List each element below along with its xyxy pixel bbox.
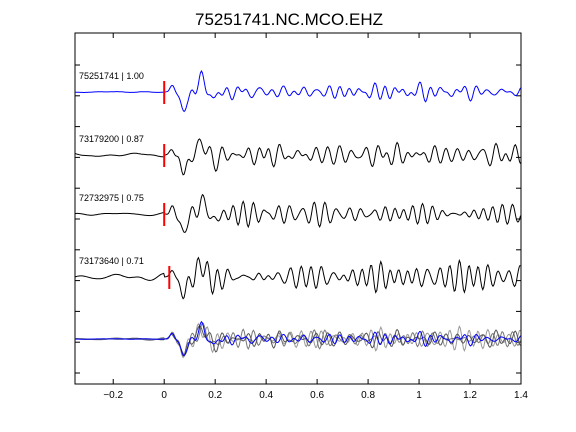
- trace-label: 73179200 | 0.87: [79, 134, 144, 144]
- x-tick-label: 0: [161, 390, 167, 401]
- x-tick-label: −0.2: [103, 390, 123, 401]
- x-tick-label: 1.2: [463, 390, 477, 401]
- trace-waveform-line: [74, 256, 521, 300]
- stacked-waveform-line: [74, 322, 521, 359]
- chart-title: 75251741.NC.MCO.EHZ: [195, 10, 383, 29]
- x-tick-label: 0.6: [310, 390, 324, 401]
- trace-waveform-line: [74, 193, 521, 233]
- x-tick-label: 1: [416, 390, 422, 401]
- x-tick-label: 0.2: [208, 390, 222, 401]
- trace-72732975: 72732975 | 0.75: [74, 193, 521, 233]
- trace-waveform-line: [74, 138, 521, 176]
- trace-waveform-line: [74, 69, 521, 113]
- x-tick-label: 0.4: [259, 390, 273, 401]
- plot-frame: [74, 32, 522, 385]
- trace-label: 75251741 | 1.00: [79, 71, 144, 81]
- stacked-waveform-line: [74, 320, 521, 357]
- trace-label: 72732975 | 0.75: [79, 193, 144, 203]
- trace-label: 73173640 | 0.71: [79, 256, 144, 266]
- waveform-traces: 75251741 | 1.00 73179200 | 0.87 72732975 |…: [74, 69, 521, 300]
- trace-73179200: 73179200 | 0.87: [74, 134, 521, 176]
- axis-ticks: −0.2 0 0.2 0.4 0.6 0.8 1 1.2 1.4: [75, 33, 528, 401]
- trace-73173640: 73173640 | 0.71: [74, 256, 521, 300]
- x-tick-label: 1.4: [514, 390, 528, 401]
- stacked-traces: [74, 320, 521, 359]
- x-tick-label: 0.8: [361, 390, 375, 401]
- trace-75251741: 75251741 | 1.00: [74, 69, 521, 113]
